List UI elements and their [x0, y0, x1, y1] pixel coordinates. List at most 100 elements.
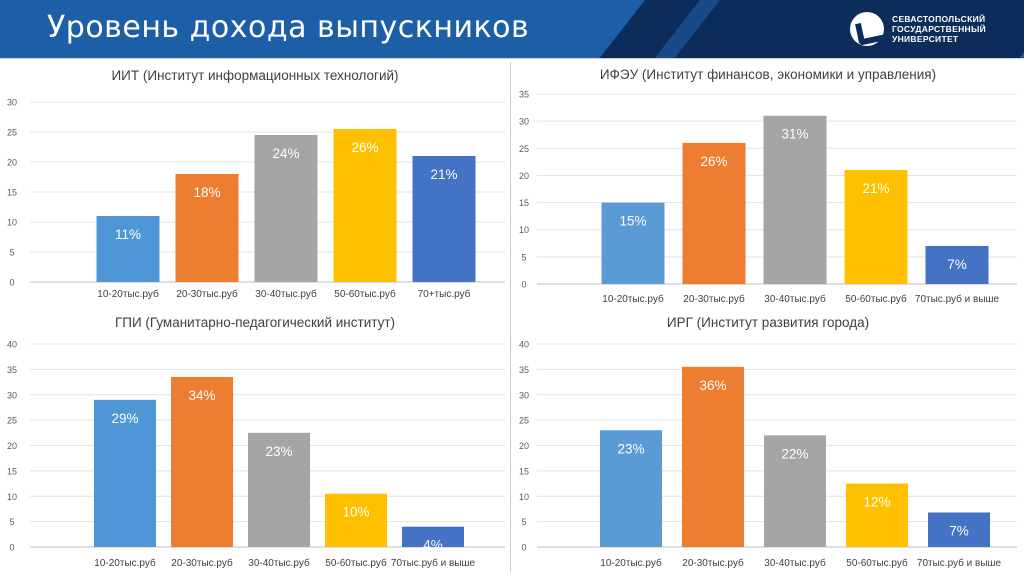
- bar: [763, 115, 827, 284]
- y-tick-label: 30: [7, 98, 17, 108]
- x-category-label: 70+тыс.руб: [418, 288, 471, 300]
- y-tick-label: 0: [521, 280, 526, 290]
- data-label: 24%: [272, 146, 299, 161]
- chart-svg: 0 5 10 15 20 25 30 11% 10-20тыс.руб 18% 20-30тыс.р…: [7, 98, 505, 300]
- bar: [325, 493, 387, 547]
- x-category-label: 30-40тыс.руб: [764, 557, 826, 569]
- y-tick-label: 40: [7, 340, 17, 350]
- y-tick-label: 35: [7, 365, 17, 375]
- y-tick-label: 20: [7, 158, 17, 168]
- bar: [844, 170, 908, 284]
- x-category-label: 10-20тыс.руб: [97, 288, 159, 300]
- data-label: 21%: [862, 181, 889, 196]
- bar: [248, 432, 310, 547]
- bar: [928, 512, 990, 547]
- x-category-label: 70тыс.руб и выше: [391, 557, 476, 569]
- bar: [412, 156, 476, 282]
- x-category-label: 30-40тыс.руб: [255, 288, 317, 300]
- data-label: 36%: [699, 378, 726, 393]
- bar: [925, 246, 989, 284]
- chart-svg: 0 5 10 15 20 25 30 35 15% 10-20тыс.руб 26% 20-30тыс…: [519, 90, 1017, 305]
- bar: [94, 399, 156, 547]
- bar: [96, 216, 160, 282]
- y-tick-label: 0: [9, 278, 14, 288]
- data-label: 22%: [781, 446, 808, 461]
- data-label: 26%: [351, 140, 378, 155]
- bar: [600, 430, 662, 547]
- y-tick-label: 10: [519, 492, 529, 502]
- y-tick-label: 15: [7, 466, 17, 476]
- y-tick-label: 5: [9, 248, 14, 258]
- y-tick-label: 10: [7, 492, 17, 502]
- data-label: 23%: [265, 444, 292, 459]
- data-label: 29%: [111, 411, 138, 426]
- bar: [764, 435, 826, 547]
- x-category-label: 70тыс.руб и выше: [915, 293, 1000, 305]
- vertical-divider: [510, 62, 511, 572]
- university-logo: СЕВАСТОПОЛЬСКИЙ ГОСУДАРСТВЕННЫЙ УНИВЕРСИ…: [850, 12, 986, 46]
- y-tick-label: 0: [521, 543, 526, 553]
- data-label: 31%: [781, 127, 808, 142]
- x-category-label: 50-60тыс.руб: [325, 557, 387, 569]
- data-label: 26%: [700, 154, 727, 169]
- bar: [333, 129, 397, 282]
- x-category-label: 50-60тыс.руб: [846, 557, 908, 569]
- logo-text: СЕВАСТОПОЛЬСКИЙ ГОСУДАРСТВЕННЫЙ УНИВЕРСИ…: [892, 14, 986, 44]
- y-tick-label: 25: [519, 416, 529, 426]
- data-label: 21%: [430, 167, 457, 182]
- chart-title: ИРГ (Институт развития города): [666, 315, 870, 330]
- data-label: 15%: [619, 214, 646, 229]
- y-tick-label: 15: [7, 188, 17, 198]
- y-tick-label: 20: [7, 441, 17, 451]
- chart-title: ГПИ (Гуманитарно-педагогический институт…: [114, 315, 396, 330]
- logo-line-3: УНИВЕРСИТЕТ: [892, 34, 959, 44]
- header-bar: Уровень дохода выпускников СЕВАСТОПОЛЬСК…: [0, 0, 1024, 58]
- bar: [846, 483, 908, 547]
- x-category-label: 30-40тыс.руб: [248, 557, 310, 569]
- bar: [682, 366, 744, 547]
- y-tick-label: 10: [7, 218, 17, 228]
- bar: [682, 142, 746, 284]
- bar: [254, 135, 318, 282]
- y-tick-label: 5: [521, 517, 526, 527]
- data-label: 34%: [188, 388, 215, 403]
- chart-irg: ИРГ (Институт развития города) 0 5 10 15 20 2…: [512, 310, 1024, 576]
- x-category-label: 10-20тыс.руб: [600, 557, 662, 569]
- page-title: Уровень дохода выпускников: [47, 10, 530, 45]
- x-category-label: 50-60тыс.руб: [334, 288, 396, 300]
- y-tick-label: 30: [519, 117, 529, 127]
- x-category-label: 20-30тыс.руб: [171, 557, 233, 569]
- x-category-label: 20-30тыс.руб: [683, 293, 745, 305]
- y-tick-label: 0: [9, 543, 14, 553]
- header-divider: [0, 58, 1024, 59]
- chart-svg: 0 5 10 15 20 25 30 35 40 29% 10-20тыс.руб 34% 20-30т…: [7, 340, 505, 569]
- logo-line-2: ГОСУДАРСТВЕННЫЙ: [892, 24, 986, 34]
- bar: [402, 526, 464, 547]
- y-tick-label: 25: [7, 416, 17, 426]
- y-tick-label: 20: [519, 171, 529, 181]
- y-tick-label: 20: [519, 441, 529, 451]
- bar: [601, 202, 665, 284]
- y-tick-label: 25: [519, 144, 529, 154]
- chart-title: ИФЭУ (Институт финансов, экономики и упр…: [599, 67, 937, 82]
- data-label: 7%: [949, 523, 969, 538]
- logo-line-1: СЕВАСТОПОЛЬСКИЙ: [892, 14, 986, 24]
- x-category-label: 50-60тыс.руб: [845, 293, 907, 305]
- x-category-label: 30-40тыс.руб: [764, 293, 826, 305]
- chart-ifeu: ИФЭУ (Институт финансов, экономики и упр…: [512, 62, 1024, 308]
- x-category-label: 20-30тыс.руб: [682, 557, 744, 569]
- y-tick-label: 30: [519, 390, 529, 400]
- bar: [171, 376, 233, 547]
- data-label: 11%: [115, 227, 141, 242]
- data-label: 12%: [863, 495, 890, 510]
- data-label: 23%: [617, 441, 644, 456]
- data-label: 7%: [947, 257, 967, 272]
- bar: [175, 174, 239, 282]
- chart-title: ИИТ (Институт информационных технологий): [111, 68, 399, 83]
- data-label: 10%: [342, 505, 369, 520]
- chart-svg: 0 5 10 15 20 25 30 35 40 23% 10-20тыс.руб 36% 20-30т…: [519, 340, 1017, 569]
- chart-gpi: ГПИ (Гуманитарно-педагогический институт…: [0, 310, 510, 576]
- y-tick-label: 35: [519, 90, 529, 100]
- x-category-label: 20-30тыс.руб: [176, 288, 238, 300]
- y-tick-label: 15: [519, 198, 529, 208]
